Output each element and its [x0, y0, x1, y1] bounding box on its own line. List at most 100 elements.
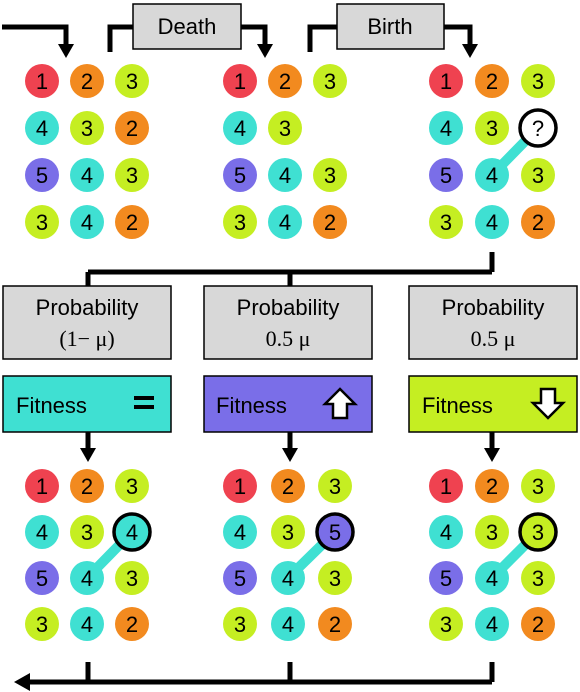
cell-value: 4: [234, 520, 246, 545]
cell: 3: [318, 469, 352, 503]
probability-value: 0.5 μ: [471, 326, 516, 351]
cell: 2: [318, 607, 352, 641]
cell-circle: [318, 469, 352, 503]
cell: 4: [475, 158, 509, 192]
cell-circle: [25, 515, 59, 549]
cell-value: 2: [486, 474, 498, 499]
cell: 4: [70, 607, 104, 641]
cell-circle: [115, 607, 149, 641]
cell-value: 2: [532, 612, 544, 637]
cell: 4: [70, 561, 104, 595]
probability-value: (1− μ): [59, 326, 114, 351]
cell-value: 2: [126, 210, 138, 235]
cell-value: 3: [282, 520, 294, 545]
cell-value: 3: [234, 210, 246, 235]
cell-circle: [271, 469, 305, 503]
cell-circle: [25, 64, 59, 98]
population-grids: 1 2 3 4 3 2 5 4 3 3 4 2 1 2 3 4 3 5 4 3 3 4 2 1 2 3 4 3 ? 5 4 3 3 4 2 1 2 3 4 3…: [25, 64, 558, 641]
cell-value: 5: [234, 163, 246, 188]
cell-value: 4: [279, 210, 291, 235]
probability-box-up: Probability 0.5 μ: [203, 285, 373, 360]
equals-icon: [134, 396, 154, 409]
cell-value: 3: [126, 163, 138, 188]
cell: 4: [475, 561, 509, 595]
cell-value: 3: [532, 163, 544, 188]
cell: 2: [475, 469, 509, 503]
cell-circle: [313, 64, 347, 98]
cell: 5: [429, 158, 463, 192]
cell-value: 3: [440, 210, 452, 235]
cell-value: 1: [36, 69, 48, 94]
probability-label: Probability: [442, 295, 545, 320]
cell-circle: [318, 607, 352, 641]
cell: 3: [271, 515, 305, 549]
cell: 3: [475, 111, 509, 145]
neutral-arrowhead: [80, 448, 96, 462]
cell-value: 3: [486, 520, 498, 545]
cell-value: 1: [234, 69, 246, 94]
cell-circle: [429, 205, 463, 239]
cell: 3: [115, 158, 149, 192]
cell: 1: [223, 64, 257, 98]
cell-circle: [115, 111, 149, 145]
cell-circle: [429, 515, 463, 549]
flow-lines: [2, 24, 495, 685]
cell: 4: [223, 515, 257, 549]
cell-value: 2: [532, 210, 544, 235]
birth-label: Birth: [367, 14, 412, 39]
cell-circle: [521, 205, 555, 239]
cell-value: 4: [486, 566, 498, 591]
cell-value: 3: [279, 116, 291, 141]
cell-circle: [429, 158, 463, 192]
cell-circle: [475, 561, 509, 595]
cell: 4: [223, 111, 257, 145]
fitness-label: Fitness: [216, 393, 287, 418]
cell-value: 3: [532, 520, 544, 545]
cell-value: 3: [81, 520, 93, 545]
cell: 5: [25, 158, 59, 192]
cell-circle: [25, 561, 59, 595]
up-arrow-icon: [321, 387, 359, 420]
cell-circle: [115, 64, 149, 98]
cell-circle: [521, 158, 555, 192]
grid-result-neutral: 1 2 3 4 3 4 5 4 3 3 4 2: [25, 469, 152, 641]
cell-circle: [70, 158, 104, 192]
cell-value: 4: [36, 520, 48, 545]
cell-value: 5: [440, 566, 452, 591]
cell: 3: [25, 205, 59, 239]
probability-label: Probability: [237, 295, 340, 320]
cell: 1: [429, 469, 463, 503]
cell-value: 4: [440, 116, 452, 141]
cell-value: 3: [329, 474, 341, 499]
cell-value: 3: [532, 566, 544, 591]
cell-value: 1: [440, 69, 452, 94]
cell-circle: [70, 561, 104, 595]
cell-circle: [475, 515, 509, 549]
grid-after-death: 1 2 3 4 3 5 4 3 3 4 2: [223, 64, 347, 239]
cell-circle: [475, 607, 509, 641]
question-mark: ?: [532, 116, 544, 141]
death-arrowhead: [257, 44, 273, 58]
cell: 2: [70, 64, 104, 98]
grid-initial: 1 2 3 4 3 2 5 4 3 3 4 2: [25, 64, 149, 239]
cell-circle: [521, 469, 555, 503]
cell: 3: [115, 64, 149, 98]
cell: 4: [268, 205, 302, 239]
cell-value: 5: [36, 566, 48, 591]
cell-circle: [25, 607, 59, 641]
cell-circle: [475, 64, 509, 98]
cell: 2: [475, 64, 509, 98]
cell: 3: [521, 158, 555, 192]
cell-value: 5: [36, 163, 48, 188]
cell: 4: [475, 205, 509, 239]
cell: 3: [313, 64, 347, 98]
cell-circle: [112, 512, 152, 552]
cell-value: 4: [279, 163, 291, 188]
cell-circle: [115, 561, 149, 595]
cell: 4: [25, 515, 59, 549]
cell: 3: [521, 64, 555, 98]
arrowheads: [14, 44, 500, 691]
cell: 4: [429, 111, 463, 145]
cell: 4: [112, 512, 152, 552]
cell-value: 3: [440, 612, 452, 637]
